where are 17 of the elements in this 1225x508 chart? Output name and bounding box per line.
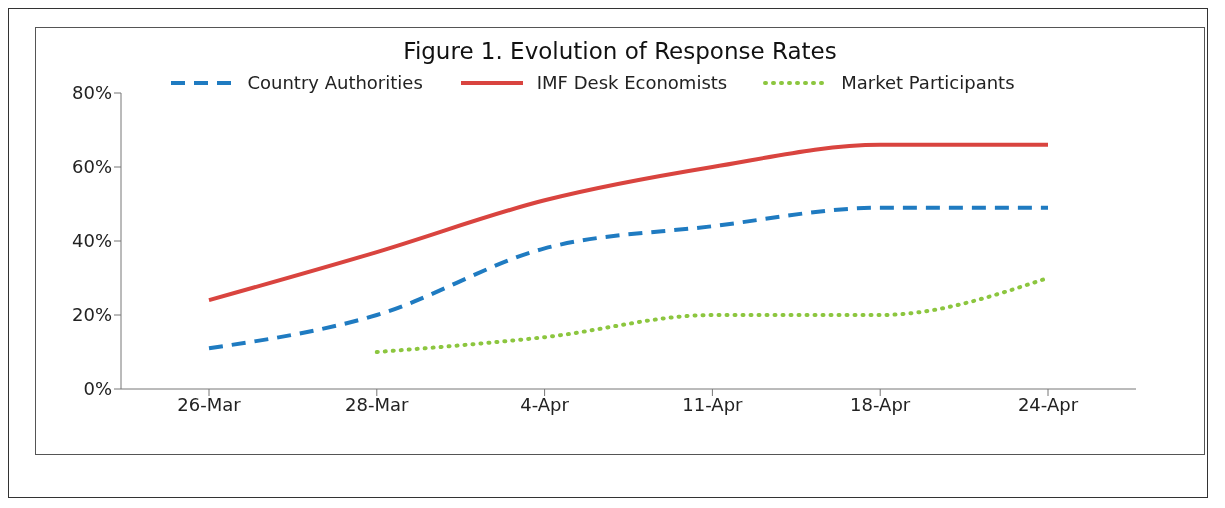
x-tick-label: 18-Apr [850, 393, 911, 415]
x-tick-label: 4-Apr [520, 393, 570, 415]
y-tick-label: 20% [71, 304, 112, 326]
legend-label: IMF Desk Economists [536, 72, 728, 93]
line-series [207, 142, 1050, 303]
x-tick-label: 26-Mar [177, 393, 242, 415]
y-tick-label: 0% [83, 378, 112, 400]
line-series [207, 205, 1050, 351]
y-tick-label: 80% [71, 82, 112, 104]
chart-title: Figure 1. Evolution of Response Rates [402, 38, 838, 64]
x-tick-label: 24-Apr [1017, 393, 1079, 415]
y-tick-label: 60% [71, 156, 112, 178]
legend-label: Country Authorities [247, 72, 423, 93]
y-tick-label: 40% [71, 230, 112, 252]
x-tick-label: 11-Apr [682, 393, 744, 415]
x-tick-label: 28-Mar [345, 393, 410, 415]
legend-label: Market Participants [841, 72, 1015, 93]
